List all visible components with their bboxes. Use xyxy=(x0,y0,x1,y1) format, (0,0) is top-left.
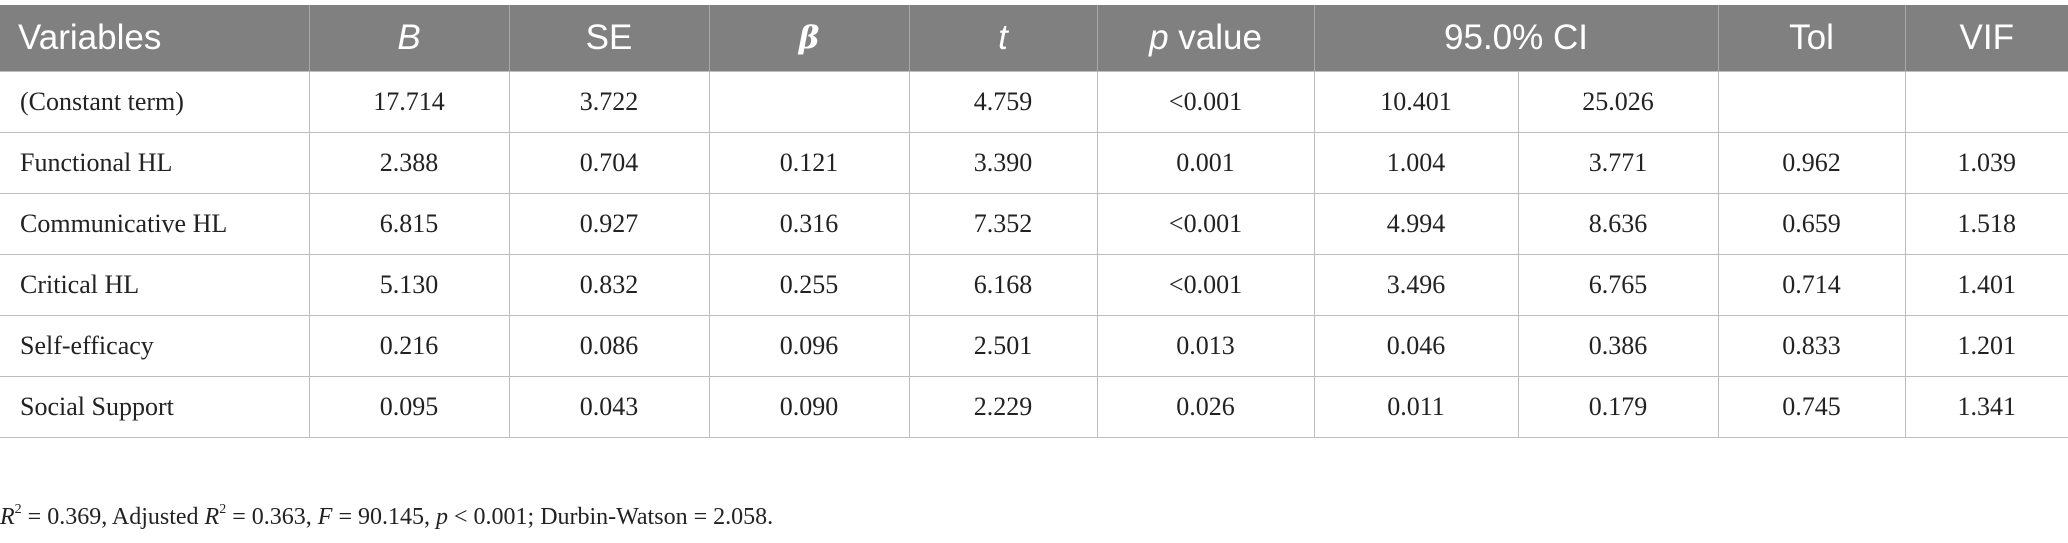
footnote-f-label: F xyxy=(317,504,333,530)
cell-ci-low: 10.401 xyxy=(1313,71,1519,133)
cell-vif: 1.341 xyxy=(1904,376,2068,438)
table-row: Social Support 0.095 0.043 0.090 2.229 0… xyxy=(0,376,2068,438)
cell-ci-high: 25.026 xyxy=(1517,71,1719,133)
cell-b: 5.130 xyxy=(308,254,510,316)
cell-ci-low: 4.994 xyxy=(1313,193,1519,255)
cell-b: 2.388 xyxy=(308,132,510,194)
cell-beta xyxy=(708,71,910,133)
cell-ci-high: 6.765 xyxy=(1517,254,1719,316)
cell-vif xyxy=(1904,71,2068,133)
cell-beta: 0.096 xyxy=(708,315,910,377)
cell-t: 2.501 xyxy=(908,315,1098,377)
header-t: t xyxy=(908,5,1097,72)
cell-ci-high: 3.771 xyxy=(1517,132,1719,194)
cell-b: 0.095 xyxy=(308,376,510,438)
cell-se: 0.832 xyxy=(508,254,710,316)
header-p-italic: p xyxy=(1149,18,1169,57)
table-row: Functional HL 2.388 0.704 0.121 3.390 0.… xyxy=(0,132,2068,194)
cell-variable: Social Support xyxy=(0,376,310,438)
cell-ci-high: 8.636 xyxy=(1517,193,1719,255)
cell-variable: Self-efficacy xyxy=(0,315,310,377)
cell-ci-low: 1.004 xyxy=(1313,132,1519,194)
cell-b: 6.815 xyxy=(308,193,510,255)
cell-ci-low: 0.011 xyxy=(1313,376,1519,438)
table-row: Self-efficacy 0.216 0.086 0.096 2.501 0.… xyxy=(0,315,2068,377)
cell-se: 0.086 xyxy=(508,315,710,377)
cell-p: <0.001 xyxy=(1096,193,1315,255)
header-ci: 95.0% CI xyxy=(1313,5,1718,72)
cell-vif: 1.039 xyxy=(1904,132,2068,194)
cell-se: 0.704 xyxy=(508,132,710,194)
cell-ci-low: 0.046 xyxy=(1313,315,1519,377)
footnote-adj-r2-label: R xyxy=(204,504,220,530)
header-se: SE xyxy=(508,5,709,72)
cell-tol: 0.745 xyxy=(1717,376,1906,438)
cell-p: 0.001 xyxy=(1096,132,1315,194)
regression-table: Variables B SE β t p value 95.0% CI Tol … xyxy=(0,5,2068,438)
footnote-r2-value: = 0.369, Adjusted xyxy=(21,504,205,530)
cell-variable: Communicative HL xyxy=(0,193,310,255)
cell-se: 0.043 xyxy=(508,376,710,438)
cell-p: <0.001 xyxy=(1096,71,1315,133)
cell-b: 0.216 xyxy=(308,315,510,377)
table-footnote: R2 = 0.369, Adjusted R2 = 0.363, F = 90.… xyxy=(0,502,774,531)
cell-variable: (Constant term) xyxy=(0,71,310,133)
table-header-row: Variables B SE β t p value 95.0% CI Tol … xyxy=(0,5,2068,72)
cell-p: <0.001 xyxy=(1096,254,1315,316)
cell-beta: 0.121 xyxy=(708,132,910,194)
cell-tol: 0.659 xyxy=(1717,193,1906,255)
cell-variable: Critical HL xyxy=(0,254,310,316)
cell-se: 0.927 xyxy=(508,193,710,255)
cell-p: 0.026 xyxy=(1096,376,1315,438)
cell-tol: 0.962 xyxy=(1717,132,1906,194)
header-beta: β xyxy=(708,5,909,72)
cell-p: 0.013 xyxy=(1096,315,1315,377)
cell-b: 17.714 xyxy=(308,71,510,133)
cell-t: 2.229 xyxy=(908,376,1098,438)
cell-t: 3.390 xyxy=(908,132,1098,194)
cell-ci-low: 3.496 xyxy=(1313,254,1519,316)
header-vif: VIF xyxy=(1904,5,2068,72)
footnote-p-value: < 0.001; Durbin-Watson = 2.058. xyxy=(447,504,774,530)
cell-vif: 1.401 xyxy=(1904,254,2068,316)
cell-variable: Functional HL xyxy=(0,132,310,194)
table-row: (Constant term) 17.714 3.722 4.759 <0.00… xyxy=(0,71,2068,133)
cell-se: 3.722 xyxy=(508,71,710,133)
regression-table-container: Variables B SE β t p value 95.0% CI Tol … xyxy=(0,5,2068,438)
cell-tol: 0.833 xyxy=(1717,315,1906,377)
header-p-rest: value xyxy=(1168,18,1262,57)
header-b: B xyxy=(308,5,509,72)
footnote-adj-r2-sup: 2 xyxy=(219,502,227,517)
cell-ci-high: 0.179 xyxy=(1517,376,1719,438)
cell-beta: 0.090 xyxy=(708,376,910,438)
cell-t: 6.168 xyxy=(908,254,1098,316)
footnote-f-value: = 90.145, xyxy=(332,504,436,530)
header-variables: Variables xyxy=(0,5,309,72)
cell-vif: 1.518 xyxy=(1904,193,2068,255)
cell-vif: 1.201 xyxy=(1904,315,2068,377)
footnote-p-label: p xyxy=(435,504,448,530)
cell-t: 4.759 xyxy=(908,71,1098,133)
cell-ci-high: 0.386 xyxy=(1517,315,1719,377)
table-row: Critical HL 5.130 0.832 0.255 6.168 <0.0… xyxy=(0,254,2068,316)
footnote-r2-sup: 2 xyxy=(14,502,22,517)
cell-t: 7.352 xyxy=(908,193,1098,255)
header-tol: Tol xyxy=(1717,5,1905,72)
header-p-value: p value xyxy=(1096,5,1314,72)
table-row: Communicative HL 6.815 0.927 0.316 7.352… xyxy=(0,193,2068,255)
cell-tol xyxy=(1717,71,1906,133)
cell-beta: 0.316 xyxy=(708,193,910,255)
cell-beta: 0.255 xyxy=(708,254,910,316)
cell-tol: 0.714 xyxy=(1717,254,1906,316)
footnote-r2-label: R xyxy=(0,504,15,530)
footnote-adj-r2-value: = 0.363, xyxy=(226,504,318,530)
